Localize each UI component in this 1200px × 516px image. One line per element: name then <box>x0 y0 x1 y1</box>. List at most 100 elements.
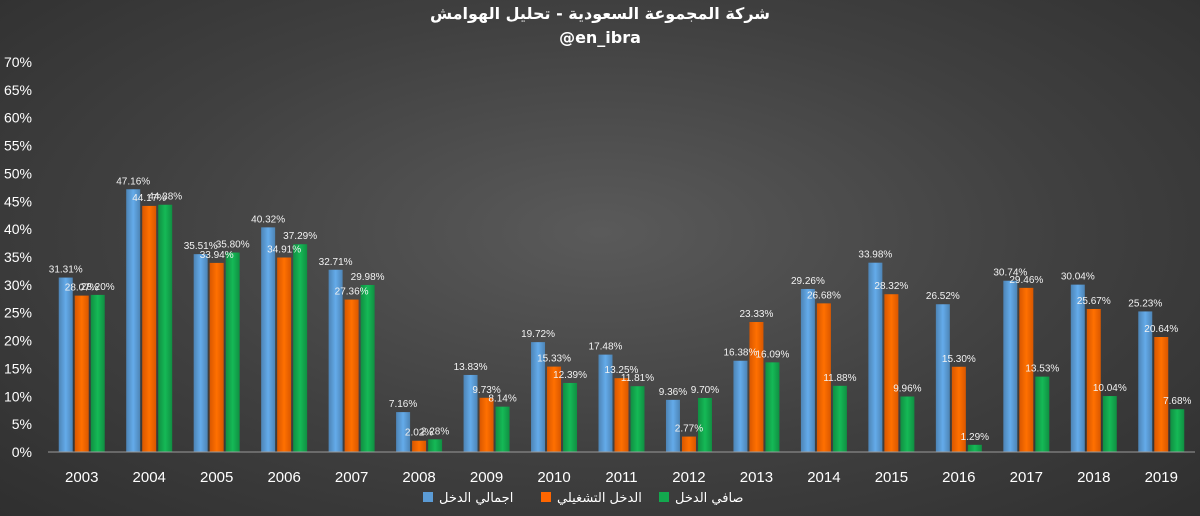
data-label: 29.98% <box>351 272 385 283</box>
bar-2010-series-3 <box>563 382 578 452</box>
data-label: 26.52% <box>926 291 960 302</box>
data-label: 32.71% <box>319 257 353 268</box>
x-axis: 2003 2004 2005 2006 2007 2008 2009 2010 2011 2012… <box>65 469 1178 486</box>
bars <box>58 189 1185 452</box>
bar-2016-series-3 <box>967 444 982 452</box>
data-label: 37.29% <box>283 231 317 242</box>
bar-2012-series-2 <box>681 436 696 452</box>
bar-2013-series-1 <box>733 360 748 452</box>
x-tick-label: 2007 <box>335 469 368 486</box>
data-label: 30.74% <box>993 268 1027 279</box>
data-label: 9.96% <box>893 384 921 395</box>
x-tick-label: 2012 <box>672 469 705 486</box>
data-label: 2.28% <box>421 426 449 437</box>
bar-2010-series-1 <box>531 342 546 452</box>
bar-2013-series-2 <box>749 322 764 452</box>
data-label: 33.98% <box>858 250 892 261</box>
y-tick-label: 5% <box>12 416 32 432</box>
x-tick-label: 2011 <box>605 469 637 486</box>
x-tick-label: 2005 <box>200 469 233 486</box>
data-label: 44.17% <box>132 193 166 204</box>
x-tick-label: 2003 <box>65 469 98 486</box>
bar-2005-series-3 <box>225 252 240 452</box>
bar-2008-series-1 <box>396 412 411 452</box>
y-tick-label: 45% <box>4 193 32 209</box>
bar-2003-series-3 <box>90 294 105 452</box>
y-axis: 0% 5% 10% 15% 20% 25% 30% 35% 40% 45% 50% 55% 60% 65%… <box>4 54 32 460</box>
data-label: 17.48% <box>589 342 623 353</box>
x-tick-label: 2017 <box>1010 469 1043 486</box>
bar-2015-series-3 <box>900 396 915 452</box>
bar-2004-series-3 <box>158 204 173 452</box>
bar-2014-series-3 <box>832 385 847 452</box>
bar-2006-series-1 <box>261 227 276 452</box>
y-tick-label: 55% <box>4 138 32 154</box>
legend-label: الدخل التشغيلي <box>557 491 642 506</box>
bar-2016-series-2 <box>951 366 966 452</box>
data-label: 13.83% <box>454 362 488 373</box>
y-tick-label: 40% <box>4 221 32 237</box>
x-tick-label: 2013 <box>740 469 773 486</box>
data-label: 26.68% <box>807 290 841 301</box>
y-tick-label: 20% <box>4 333 32 349</box>
data-label: 12.39% <box>553 370 587 381</box>
bar-2015-series-2 <box>884 294 899 452</box>
bar-2007-series-3 <box>360 284 375 452</box>
bar-2012-series-1 <box>665 399 680 452</box>
bar-2015-series-1 <box>868 262 883 452</box>
bar-2004-series-2 <box>142 205 157 452</box>
x-tick-label: 2006 <box>267 469 300 486</box>
x-tick-label: 2010 <box>537 469 570 486</box>
bar-2009-series-3 <box>495 406 510 452</box>
bar-2010-series-2 <box>547 366 562 452</box>
bar-2019-series-2 <box>1154 337 1169 452</box>
bar-2003-series-1 <box>58 277 73 452</box>
data-label: 9.70% <box>691 385 719 396</box>
bar-2014-series-1 <box>800 288 815 452</box>
data-label: 29.46% <box>1009 275 1043 286</box>
legend-swatch <box>541 492 551 502</box>
data-label: 9.73% <box>472 385 500 396</box>
bar-2008-series-3 <box>428 439 443 452</box>
bar-2017-series-1 <box>1003 280 1018 452</box>
bar-2018-series-2 <box>1086 308 1101 452</box>
data-label: 25.67% <box>1077 296 1111 307</box>
bar-2011-series-1 <box>598 354 613 452</box>
legend-label: اجمالي الدخل <box>439 491 513 506</box>
bar-2012-series-3 <box>697 397 712 452</box>
bar-2016-series-1 <box>935 304 950 452</box>
x-tick-label: 2004 <box>133 469 166 486</box>
y-tick-label: 10% <box>4 388 32 404</box>
bar-2018-series-1 <box>1070 284 1085 452</box>
data-label: 29.26% <box>791 276 825 287</box>
data-label: 47.16% <box>116 176 150 187</box>
bar-2006-series-3 <box>293 244 308 452</box>
bar-2005-series-1 <box>193 254 208 452</box>
bar-2007-series-1 <box>328 269 343 452</box>
x-tick-label: 2018 <box>1077 469 1110 486</box>
y-tick-label: 0% <box>12 444 32 460</box>
bar-2014-series-2 <box>816 303 831 452</box>
y-tick-label: 50% <box>4 165 32 181</box>
bar-2008-series-2 <box>412 440 427 452</box>
data-label: 11.81% <box>621 373 654 384</box>
legend: اجمالي الدخل الدخل التشغيلي صافي الدخل <box>423 491 743 506</box>
chart-subtitle: @en_ibra <box>559 28 641 47</box>
bar-2003-series-2 <box>74 295 89 452</box>
data-label: 30.04% <box>1061 272 1095 283</box>
bar-2019-series-3 <box>1170 409 1185 452</box>
data-label: 7.16% <box>389 399 417 410</box>
bar-2011-series-2 <box>614 378 629 452</box>
data-labels: 31.31% 28.07%28.20% 47.16% 44.17%44.38% 35.5… <box>49 176 1192 443</box>
bar-2017-series-2 <box>1019 287 1034 452</box>
bar-2009-series-1 <box>463 374 478 452</box>
data-label: 28.20% <box>81 282 115 293</box>
data-label: 2.02% <box>405 428 433 439</box>
bar-2009-series-2 <box>479 397 494 452</box>
bar-2018-series-3 <box>1102 396 1117 452</box>
data-label: 15.33% <box>537 354 571 365</box>
x-tick-label: 2014 <box>807 469 840 486</box>
data-label: 25.23% <box>1128 298 1162 309</box>
y-tick-label: 30% <box>4 277 32 293</box>
